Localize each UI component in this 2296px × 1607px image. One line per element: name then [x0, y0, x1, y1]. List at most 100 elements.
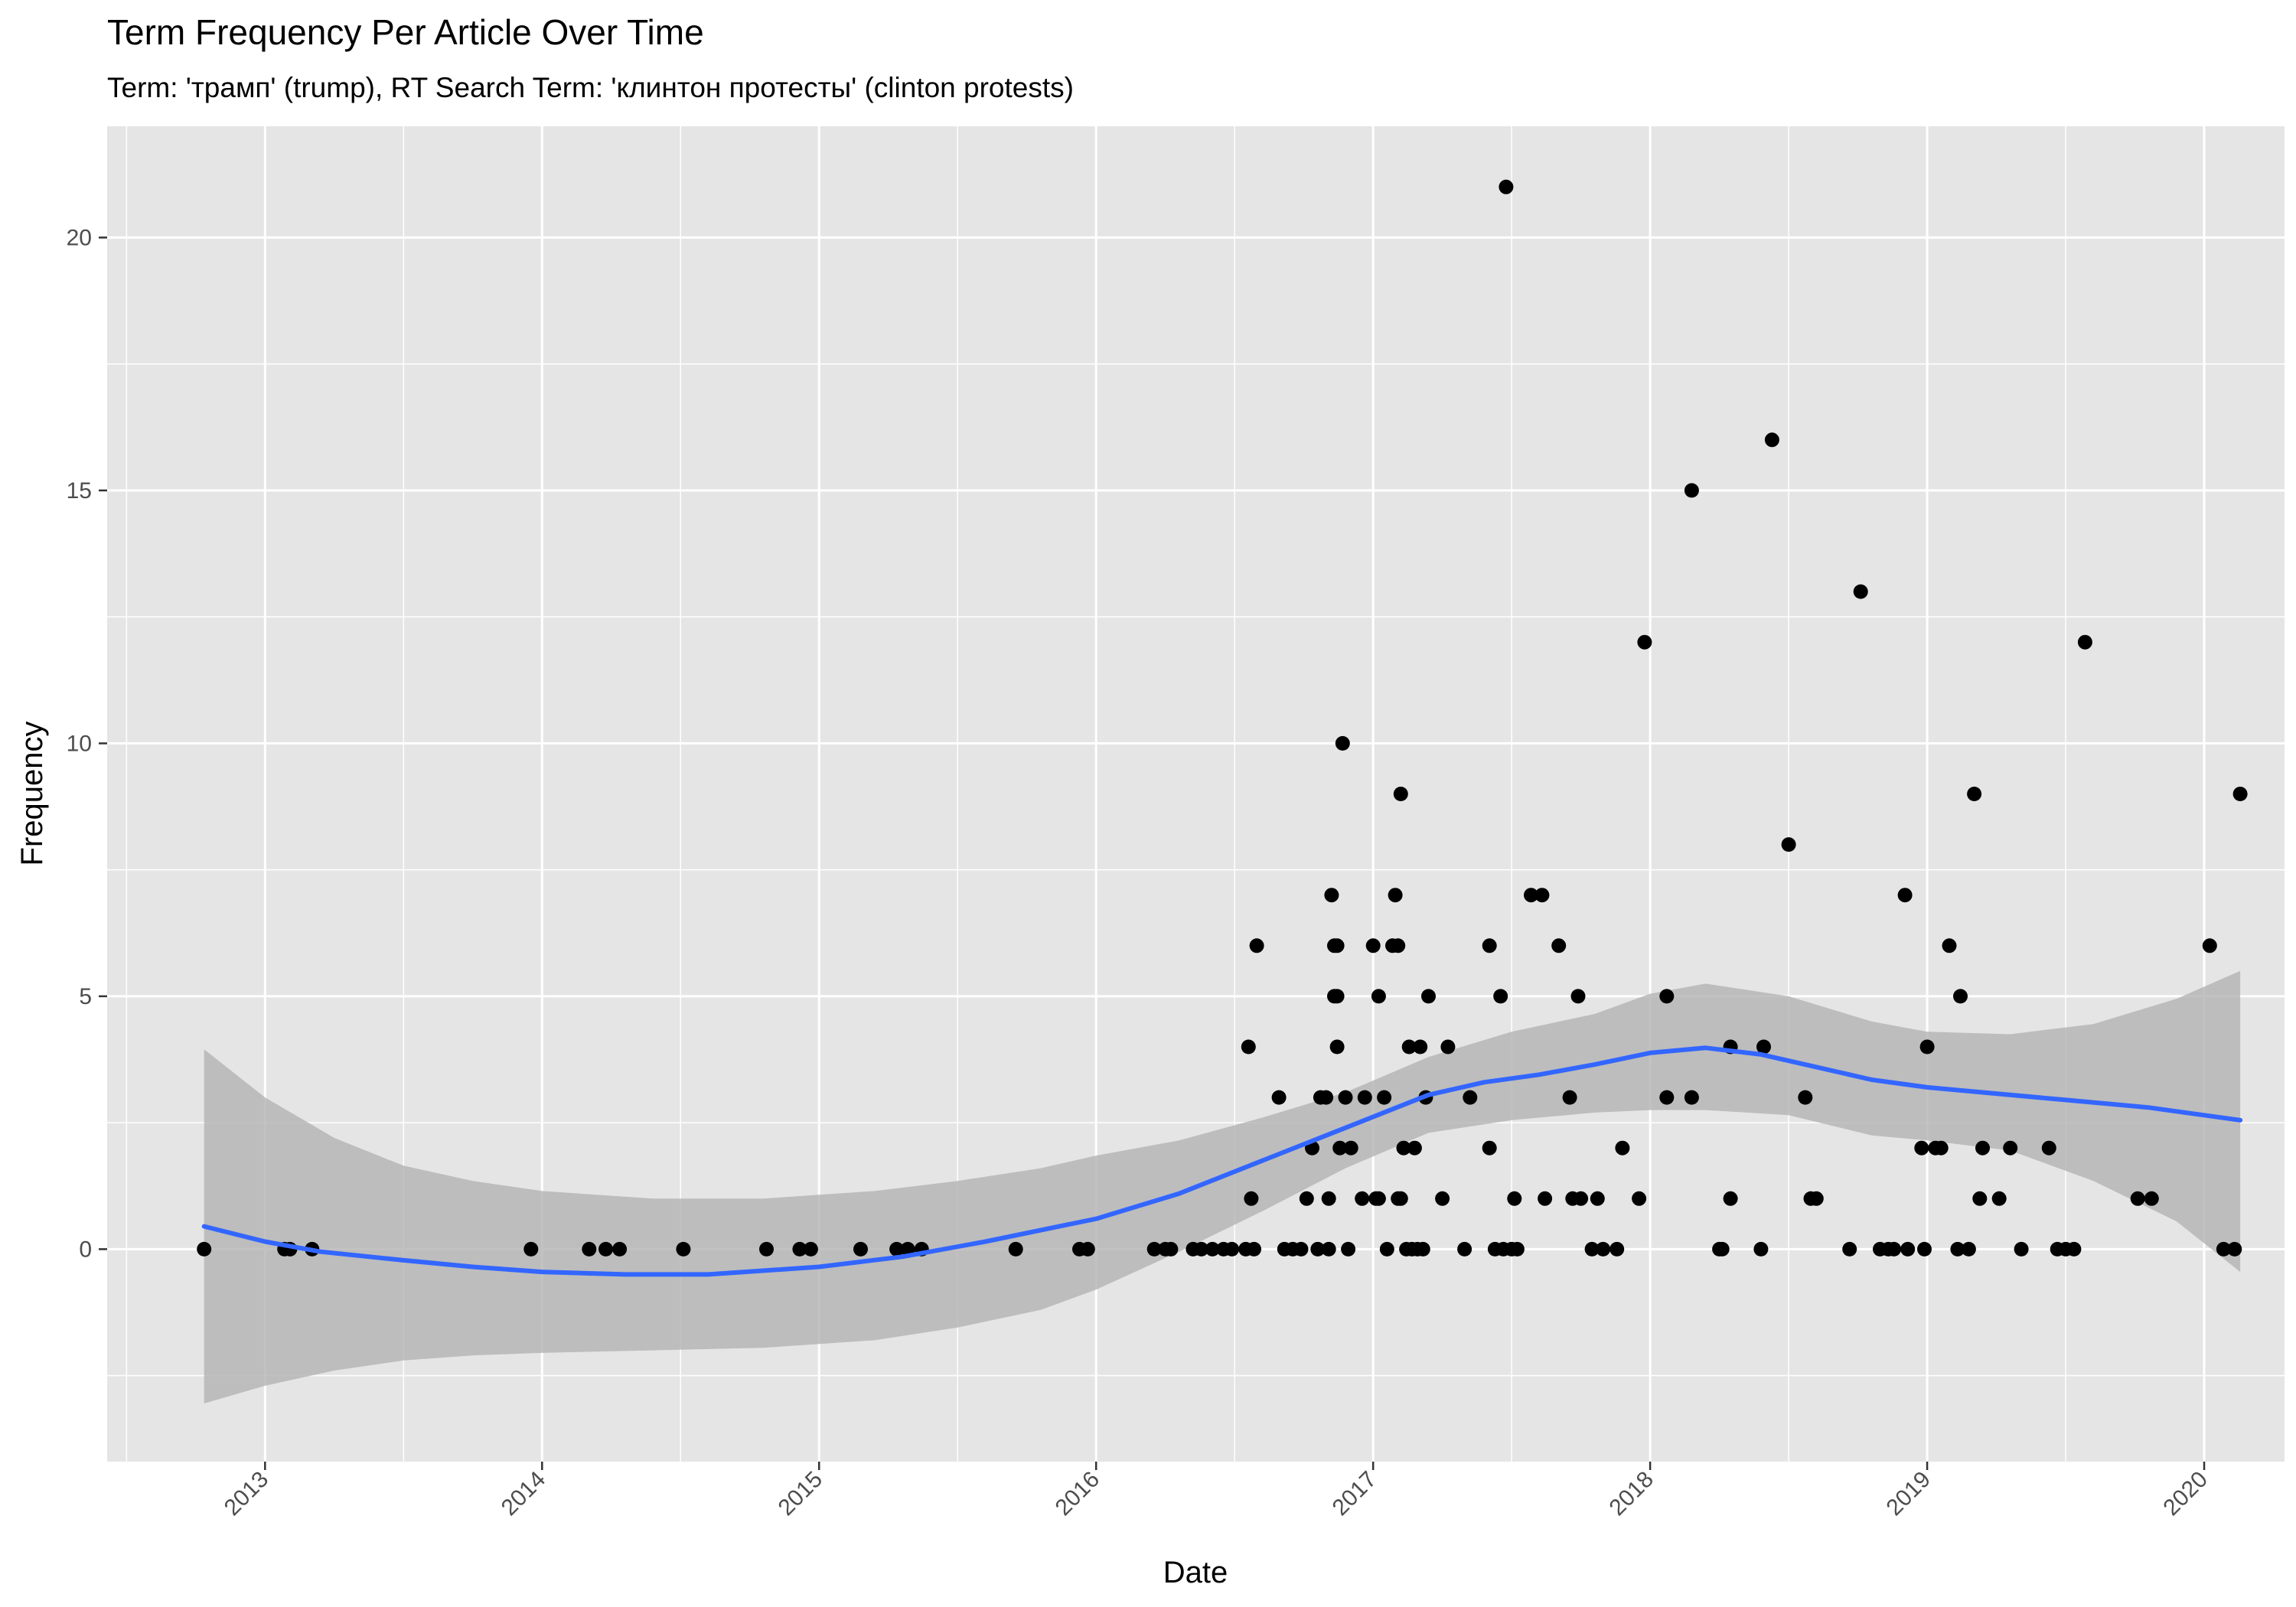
y-axis-title: Frequency [15, 722, 49, 866]
confidence-band [204, 970, 2241, 1403]
data-point [1562, 1090, 1577, 1105]
x-tick-label: 2018 [1605, 1467, 1659, 1521]
data-point [1377, 1090, 1392, 1105]
data-point [1991, 1191, 2007, 1206]
data-point [1407, 1140, 1422, 1156]
data-point [1961, 1241, 1976, 1257]
x-tick-label: 2015 [774, 1467, 828, 1521]
data-point [1393, 787, 1408, 801]
data-point [1321, 1241, 1336, 1257]
data-point [1324, 888, 1339, 903]
data-point [2041, 1140, 2056, 1156]
x-tick-label: 2016 [1051, 1467, 1105, 1521]
data-point [1329, 989, 1345, 1004]
data-point [1357, 1090, 1372, 1105]
data-point [1332, 1140, 1348, 1156]
data-point [1808, 1191, 1824, 1206]
y-tick-label: 0 [79, 1237, 92, 1262]
data-point [1244, 1191, 1259, 1206]
data-point [1247, 1241, 1261, 1257]
data-point [1365, 938, 1381, 953]
chart-title: Term Frequency Per Article Over Time [107, 12, 704, 52]
data-point [1632, 1191, 1647, 1206]
data-point [1440, 1039, 1456, 1054]
data-point [1637, 634, 1652, 650]
data-point [1590, 1191, 1605, 1206]
data-point [1457, 1241, 1473, 1257]
data-point [1393, 1191, 1408, 1206]
data-point [1343, 1140, 1358, 1156]
x-tick-label: 2014 [497, 1467, 551, 1521]
x-tick-label: 2019 [1882, 1467, 1936, 1521]
data-point [1225, 1241, 1240, 1257]
data-point [1551, 938, 1567, 953]
x-tick-label: 2013 [220, 1467, 274, 1521]
data-point [1319, 1090, 1334, 1105]
data-point [1798, 1090, 1813, 1105]
data-point [1524, 888, 1538, 903]
data-point [1310, 1241, 1326, 1257]
data-point [1329, 1039, 1345, 1054]
data-point [1396, 1140, 1411, 1156]
data-point [1596, 1241, 1611, 1257]
data-point [1659, 1090, 1675, 1105]
data-point [2077, 634, 2092, 650]
data-point [1953, 989, 1968, 1004]
data-point [1570, 989, 1586, 1004]
data-point [1684, 1090, 1699, 1105]
data-point [1355, 1191, 1370, 1206]
data-point [1507, 1191, 1522, 1206]
data-point [1781, 837, 1796, 852]
y-tick-label: 10 [67, 731, 92, 756]
data-point [1341, 1241, 1356, 1257]
data-point [889, 1241, 905, 1257]
data-point [792, 1241, 807, 1257]
data-point [1146, 1241, 1162, 1257]
data-point [1335, 735, 1350, 751]
y-axis: 0 5 10 15 20 [67, 225, 107, 1262]
data-point [1321, 1191, 1336, 1206]
data-point [1499, 179, 1514, 194]
data-point [2066, 1241, 2082, 1257]
data-point [1659, 989, 1675, 1004]
data-point [1415, 1241, 1430, 1257]
y-tick-label: 5 [79, 984, 92, 1009]
data-point [1753, 1241, 1769, 1257]
data-point [1080, 1241, 1095, 1257]
data-point [1574, 1191, 1589, 1206]
data-point [1194, 1241, 1209, 1257]
data-point [1388, 888, 1403, 903]
data-point [1853, 584, 1868, 599]
x-axis-title: Date [1163, 1556, 1228, 1589]
y-tick-label: 20 [67, 225, 92, 250]
data-point [1538, 1191, 1553, 1206]
data-point [2130, 1191, 2145, 1206]
data-point [2014, 1241, 2029, 1257]
data-point [1534, 888, 1550, 903]
data-point [1435, 1191, 1450, 1206]
data-point [2003, 1140, 2018, 1156]
data-point [1897, 888, 1913, 903]
data-point [1249, 938, 1264, 953]
data-point [759, 1241, 774, 1257]
data-point [1919, 1039, 1935, 1054]
data-point [1967, 787, 1982, 801]
data-point [1756, 1039, 1771, 1054]
data-point [676, 1241, 691, 1257]
data-point [582, 1241, 597, 1257]
data-point [1609, 1241, 1625, 1257]
data-point [1371, 1191, 1386, 1206]
data-point [1329, 938, 1345, 953]
data-point [1205, 1241, 1220, 1257]
data-points [197, 179, 2248, 1257]
data-point [598, 1241, 613, 1257]
data-point [1723, 1191, 1738, 1206]
confidence-band-layer [204, 970, 2241, 1403]
data-point [1421, 989, 1436, 1004]
data-point [1379, 1241, 1394, 1257]
smooth-line-layer [201, 1045, 2243, 1277]
data-point [1900, 1241, 1916, 1257]
data-point [1509, 1241, 1525, 1257]
data-point [1271, 1090, 1287, 1105]
